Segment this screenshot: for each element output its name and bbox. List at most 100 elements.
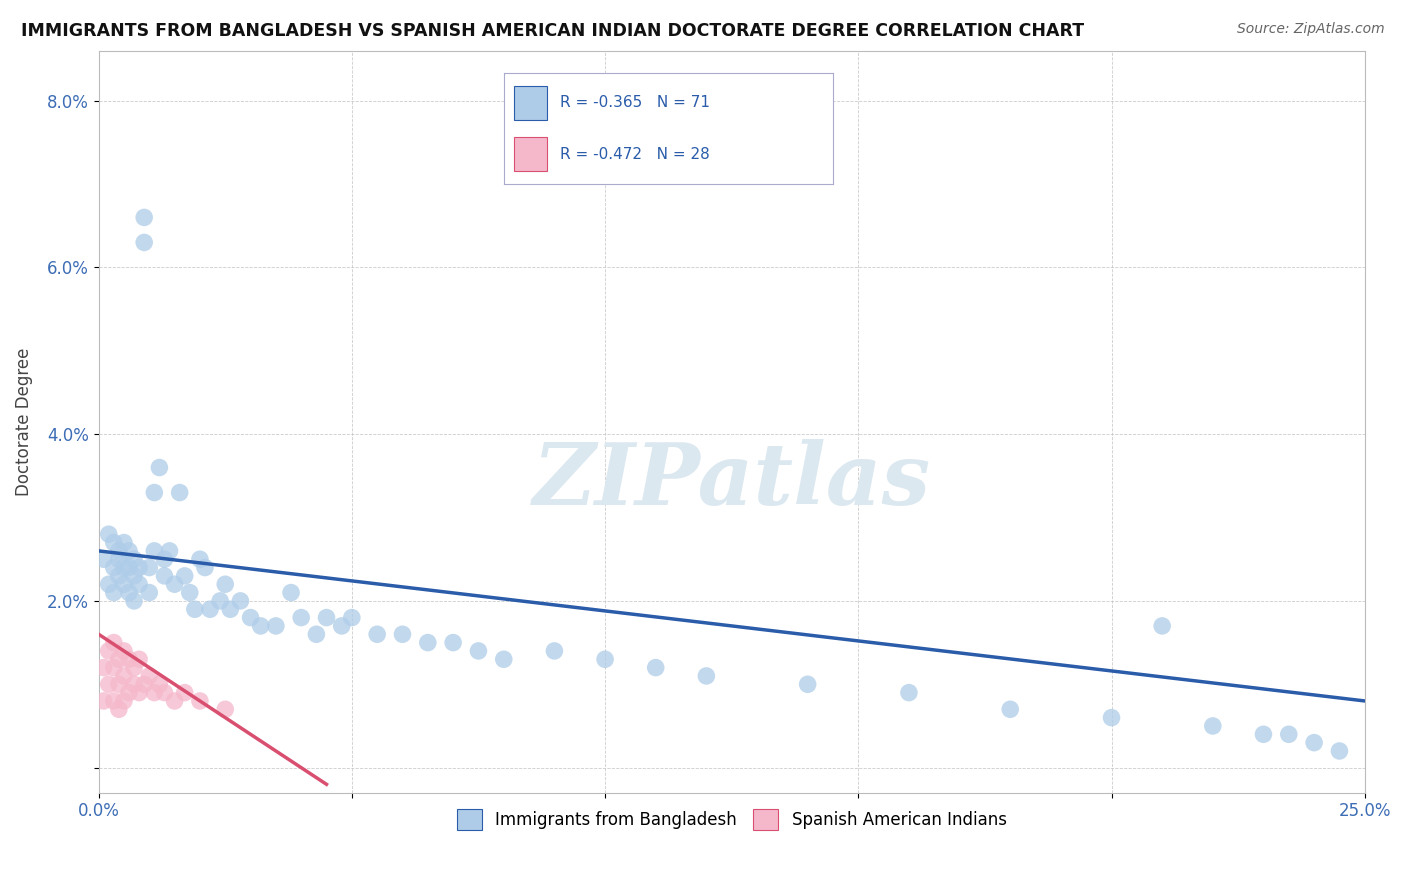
Point [138, 560, 160, 574]
Point [1000, 702, 1022, 716]
Point [134, 211, 156, 225]
Point [467, 644, 489, 658]
Point [441, 635, 464, 649]
Point [366, 627, 388, 641]
Point [118, 560, 141, 574]
Point [148, 677, 170, 691]
Point [128, 560, 150, 574]
Point [416, 635, 439, 649]
Point [128, 577, 150, 591]
Point [340, 610, 363, 624]
Point [108, 677, 131, 691]
Point [122, 552, 145, 566]
Point [122, 569, 145, 583]
Point [188, 552, 211, 566]
Point [173, 685, 195, 699]
Point [122, 660, 145, 674]
Point [391, 627, 413, 641]
Point [103, 535, 125, 549]
Point [122, 594, 145, 608]
Point [134, 677, 156, 691]
Point [315, 610, 337, 624]
Point [128, 652, 150, 666]
Point [143, 544, 166, 558]
Point [93, 552, 115, 566]
Point [543, 644, 565, 658]
Point [169, 485, 191, 500]
Point [796, 677, 818, 691]
Point [1101, 711, 1123, 725]
Point [108, 552, 131, 566]
Point [163, 577, 186, 591]
Point [173, 569, 195, 583]
Point [249, 619, 271, 633]
Text: IMMIGRANTS FROM BANGLADESH VS SPANISH AMERICAN INDIAN DOCTORATE DEGREE CORRELATI: IMMIGRANTS FROM BANGLADESH VS SPANISH AM… [21, 22, 1084, 40]
Point [143, 485, 166, 500]
Point [897, 685, 920, 699]
Point [492, 652, 515, 666]
Point [108, 544, 131, 558]
Point [1152, 619, 1174, 633]
Point [118, 585, 141, 599]
Point [103, 585, 125, 599]
Point [128, 685, 150, 699]
Point [118, 544, 141, 558]
Point [97, 527, 120, 541]
Point [143, 685, 166, 699]
Point [112, 694, 135, 708]
Point [229, 594, 252, 608]
Point [138, 669, 160, 683]
Point [644, 660, 666, 674]
Point [108, 569, 131, 583]
Point [153, 569, 176, 583]
Point [159, 544, 181, 558]
Point [118, 652, 141, 666]
Point [103, 560, 125, 574]
Point [122, 677, 145, 691]
Point [264, 619, 287, 633]
Legend: Immigrants from Bangladesh, Spanish American Indians: Immigrants from Bangladesh, Spanish Amer… [450, 803, 1014, 837]
Y-axis label: Doctorate Degree: Doctorate Degree [15, 348, 32, 496]
Point [112, 560, 135, 574]
Point [112, 577, 135, 591]
Point [153, 552, 176, 566]
Point [194, 560, 217, 574]
Point [239, 610, 262, 624]
Point [1202, 719, 1225, 733]
Point [97, 677, 120, 691]
Point [103, 635, 125, 649]
Point [290, 610, 312, 624]
Point [148, 460, 170, 475]
Point [153, 685, 176, 699]
Point [93, 694, 115, 708]
Point [198, 602, 221, 616]
Point [695, 669, 717, 683]
Point [214, 577, 236, 591]
Point [209, 594, 232, 608]
Point [138, 585, 160, 599]
Point [93, 660, 115, 674]
Point [112, 535, 135, 549]
Point [219, 602, 242, 616]
Point [1278, 727, 1301, 741]
Point [97, 644, 120, 658]
Point [280, 585, 302, 599]
Point [112, 669, 135, 683]
Point [103, 694, 125, 708]
Point [112, 644, 135, 658]
Point [163, 694, 186, 708]
Text: ZIPatlas: ZIPatlas [533, 439, 931, 523]
Point [188, 694, 211, 708]
Point [214, 702, 236, 716]
Point [134, 235, 156, 250]
Text: Source: ZipAtlas.com: Source: ZipAtlas.com [1237, 22, 1385, 37]
Point [1303, 736, 1326, 750]
Point [184, 602, 207, 616]
Point [108, 652, 131, 666]
Point [1329, 744, 1351, 758]
Point [330, 619, 353, 633]
Point [118, 685, 141, 699]
Point [103, 660, 125, 674]
Point [179, 585, 201, 599]
Point [305, 627, 328, 641]
